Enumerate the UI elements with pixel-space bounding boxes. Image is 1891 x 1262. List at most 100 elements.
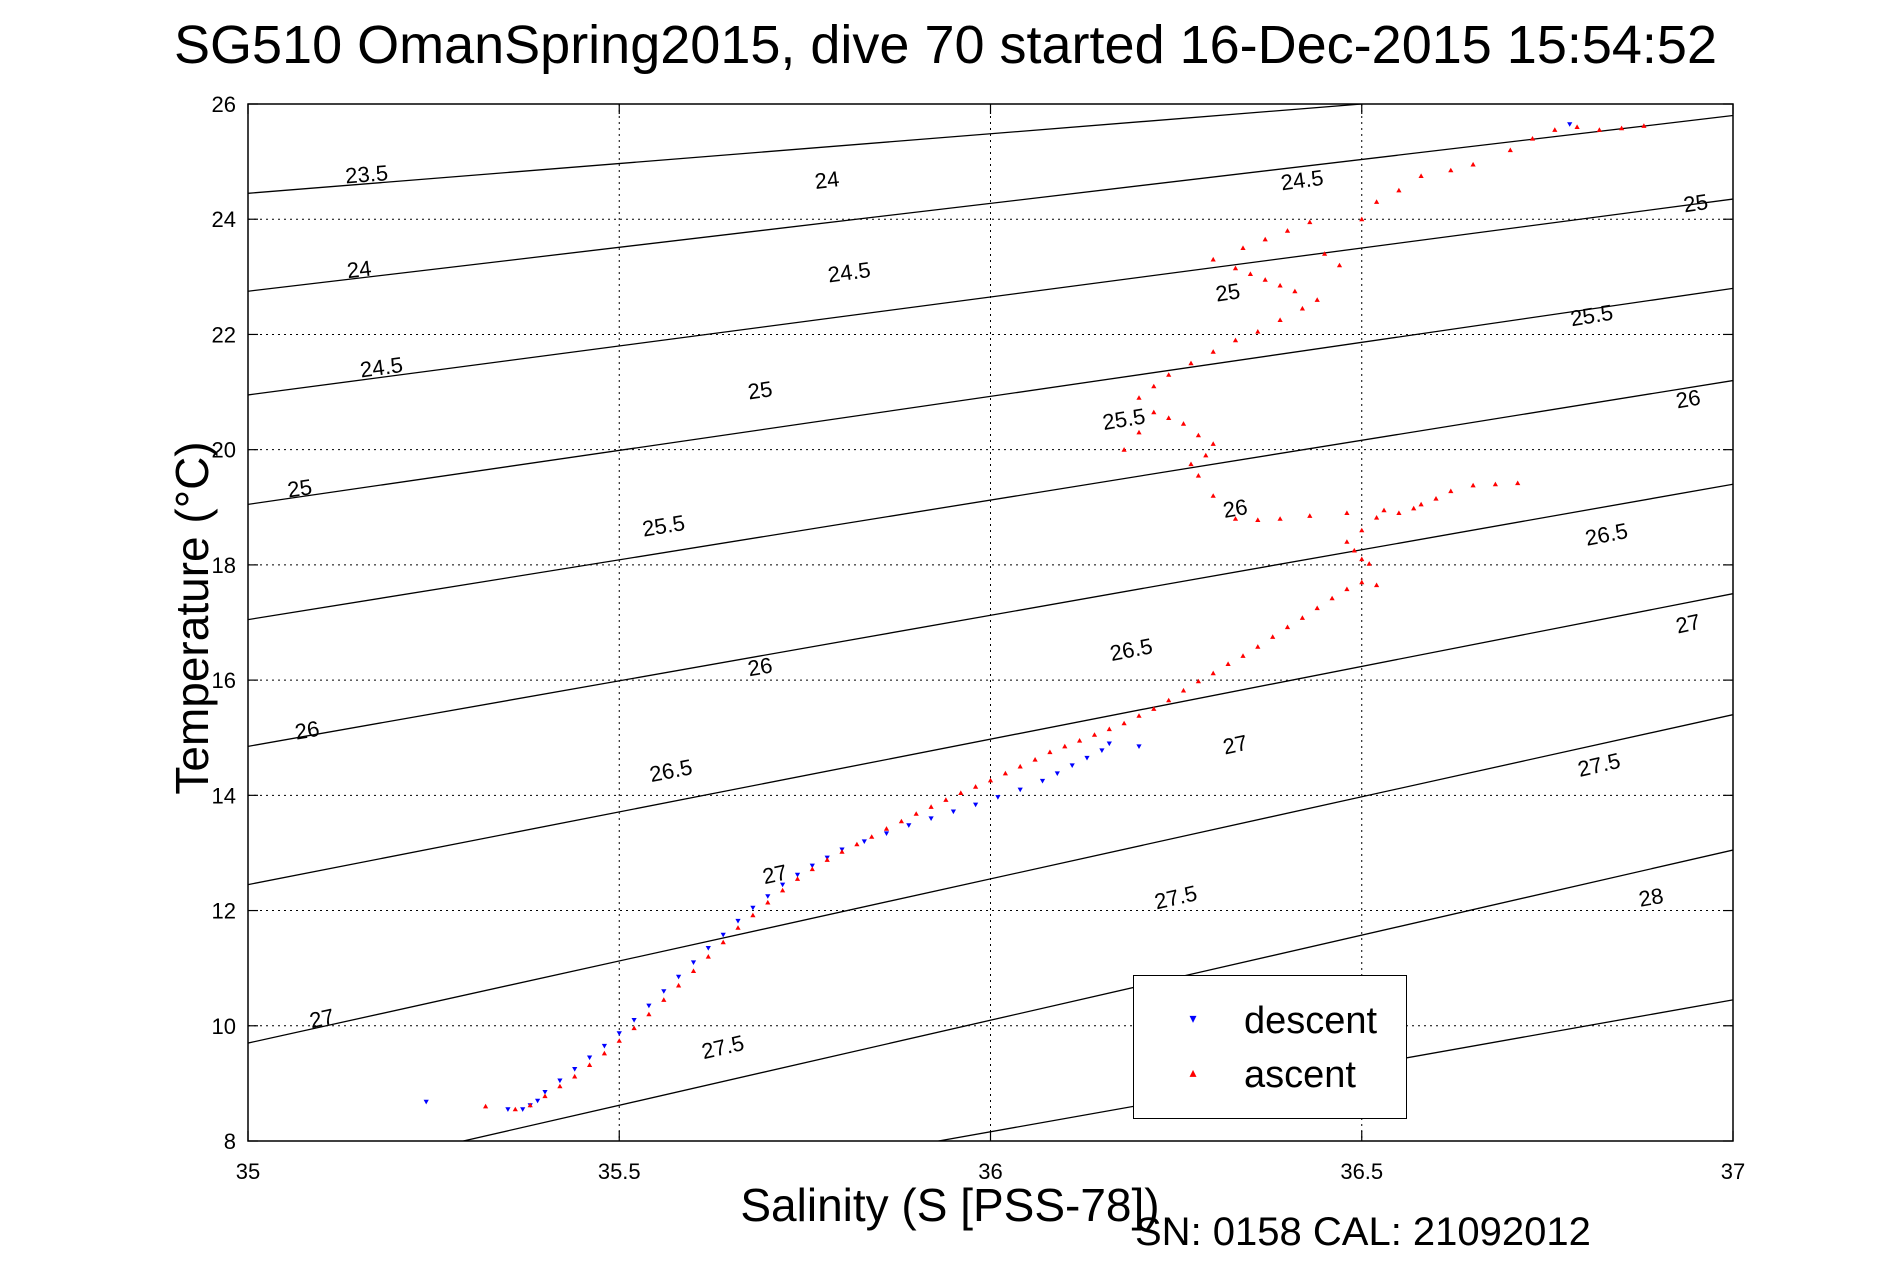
y-tick-label: 22 bbox=[212, 322, 236, 347]
ascent-point bbox=[705, 954, 711, 959]
x-axis-label: Salinity (S [PSS-78]) bbox=[740, 1179, 1160, 1231]
ascent-point bbox=[1032, 757, 1038, 762]
ascent-point bbox=[869, 834, 875, 839]
ascent-point bbox=[1433, 496, 1439, 501]
ascent-point bbox=[1359, 556, 1365, 562]
y-axis-label: Temperature (°C) bbox=[166, 441, 218, 795]
descent-point bbox=[765, 894, 771, 899]
ascent-point bbox=[587, 1062, 593, 1067]
isopycnal-label: 27 bbox=[1673, 609, 1702, 639]
ascent-point bbox=[572, 1073, 578, 1079]
isopycnal-label: 25 bbox=[1214, 278, 1242, 306]
y-tick-label: 26 bbox=[212, 92, 236, 117]
isopycnal-label: 28 bbox=[1637, 883, 1665, 912]
isopycnal-label: 25 bbox=[1682, 189, 1710, 217]
ascent-point bbox=[1002, 770, 1008, 776]
descent-point bbox=[631, 1018, 637, 1023]
axes bbox=[247, 103, 1734, 1142]
isopycnal-label: 27 bbox=[307, 1004, 336, 1034]
ascent-point bbox=[1180, 421, 1187, 426]
ascent-point bbox=[1136, 395, 1142, 400]
descent-point bbox=[557, 1078, 563, 1084]
ascent-point bbox=[1418, 173, 1424, 178]
descent-point bbox=[1039, 778, 1046, 784]
ascent-point bbox=[720, 939, 726, 945]
ascent-point bbox=[1448, 488, 1454, 494]
ascent-point bbox=[1641, 123, 1647, 128]
ascent-point bbox=[690, 968, 697, 973]
descent-point bbox=[601, 1043, 607, 1049]
ascent-point bbox=[1396, 510, 1402, 515]
descent-point bbox=[505, 1107, 511, 1112]
descent-point bbox=[1106, 741, 1112, 747]
ascent-point bbox=[1121, 447, 1127, 452]
ascent-point bbox=[1299, 615, 1305, 620]
isopycnal-label: 23.5 bbox=[344, 160, 389, 188]
ascent-point bbox=[1344, 586, 1350, 592]
descent-point bbox=[705, 946, 711, 951]
tick-labels: 35 35.5 36 36.5 37 8 10 12 14 16 18 20 22 24 26 bbox=[212, 92, 1746, 1184]
ascent-point bbox=[1314, 297, 1320, 302]
x-tick-label: 37 bbox=[1721, 1159, 1745, 1184]
descent-point bbox=[928, 816, 934, 821]
ascent-point bbox=[1359, 527, 1365, 533]
isopycnal-label: 26 bbox=[746, 652, 774, 681]
descent-point bbox=[1084, 755, 1090, 761]
legend-label-ascent: ascent bbox=[1244, 1054, 1356, 1096]
ascent-point bbox=[973, 784, 979, 789]
ascent-point bbox=[750, 912, 756, 918]
ascent-point bbox=[1136, 713, 1142, 718]
isopycnal-23.5 bbox=[248, 104, 1362, 194]
grid bbox=[248, 104, 1733, 1141]
isopycnal-label: 25.5 bbox=[1101, 403, 1147, 434]
ascent-point bbox=[1448, 167, 1454, 173]
ascent-point bbox=[1210, 493, 1216, 498]
ascent-point bbox=[1106, 726, 1112, 732]
isopycnal-27 bbox=[248, 714, 1733, 1044]
ascent-point bbox=[1203, 452, 1209, 458]
ascent-point bbox=[1166, 415, 1172, 420]
descent-point bbox=[572, 1067, 578, 1072]
ascent-point bbox=[1232, 337, 1239, 343]
ascent-point bbox=[1366, 561, 1372, 566]
descent-point bbox=[995, 795, 1001, 800]
ascent-point bbox=[780, 887, 786, 893]
isopycnal-26.5 bbox=[248, 593, 1733, 886]
ascent-point bbox=[542, 1093, 548, 1099]
descent-point bbox=[950, 809, 956, 815]
series-ascent bbox=[483, 123, 1647, 1112]
ascent-point bbox=[1225, 661, 1231, 666]
descent-point bbox=[520, 1107, 526, 1112]
ascent-point bbox=[1195, 473, 1201, 478]
ascent-point bbox=[1195, 432, 1201, 438]
legend-item-descent: ▾ descent bbox=[1134, 996, 1404, 1046]
x-tick-label: 36.5 bbox=[1340, 1159, 1383, 1184]
ascent-point bbox=[646, 1011, 652, 1017]
ascent-point bbox=[1336, 262, 1343, 268]
descent-point bbox=[1567, 122, 1573, 127]
y-tick-label: 20 bbox=[212, 438, 236, 463]
ascent-point bbox=[1411, 505, 1417, 511]
ascent-point bbox=[1232, 516, 1239, 521]
plot-frame bbox=[247, 103, 1734, 1142]
descent-point bbox=[1099, 748, 1105, 753]
ascent-point bbox=[1277, 317, 1283, 322]
isopycnal-label: 26.5 bbox=[1583, 518, 1630, 551]
ascent-point bbox=[1292, 288, 1298, 294]
descent-point bbox=[1054, 771, 1060, 776]
ascent-point bbox=[1210, 670, 1216, 676]
descent-point bbox=[535, 1098, 541, 1104]
ascent-point bbox=[1151, 409, 1157, 415]
isopycnal-label: 25 bbox=[746, 376, 774, 404]
ascent-point bbox=[1529, 136, 1536, 141]
ascent-point bbox=[1091, 732, 1098, 737]
ascent-point bbox=[1619, 125, 1625, 131]
isopycnal-25 bbox=[248, 287, 1733, 506]
descent-point bbox=[735, 918, 741, 924]
ascent-point bbox=[1307, 513, 1313, 518]
descent-point bbox=[973, 802, 979, 808]
descent-point bbox=[720, 932, 726, 938]
ascent-point bbox=[1188, 360, 1194, 366]
ascent-point bbox=[557, 1083, 563, 1089]
